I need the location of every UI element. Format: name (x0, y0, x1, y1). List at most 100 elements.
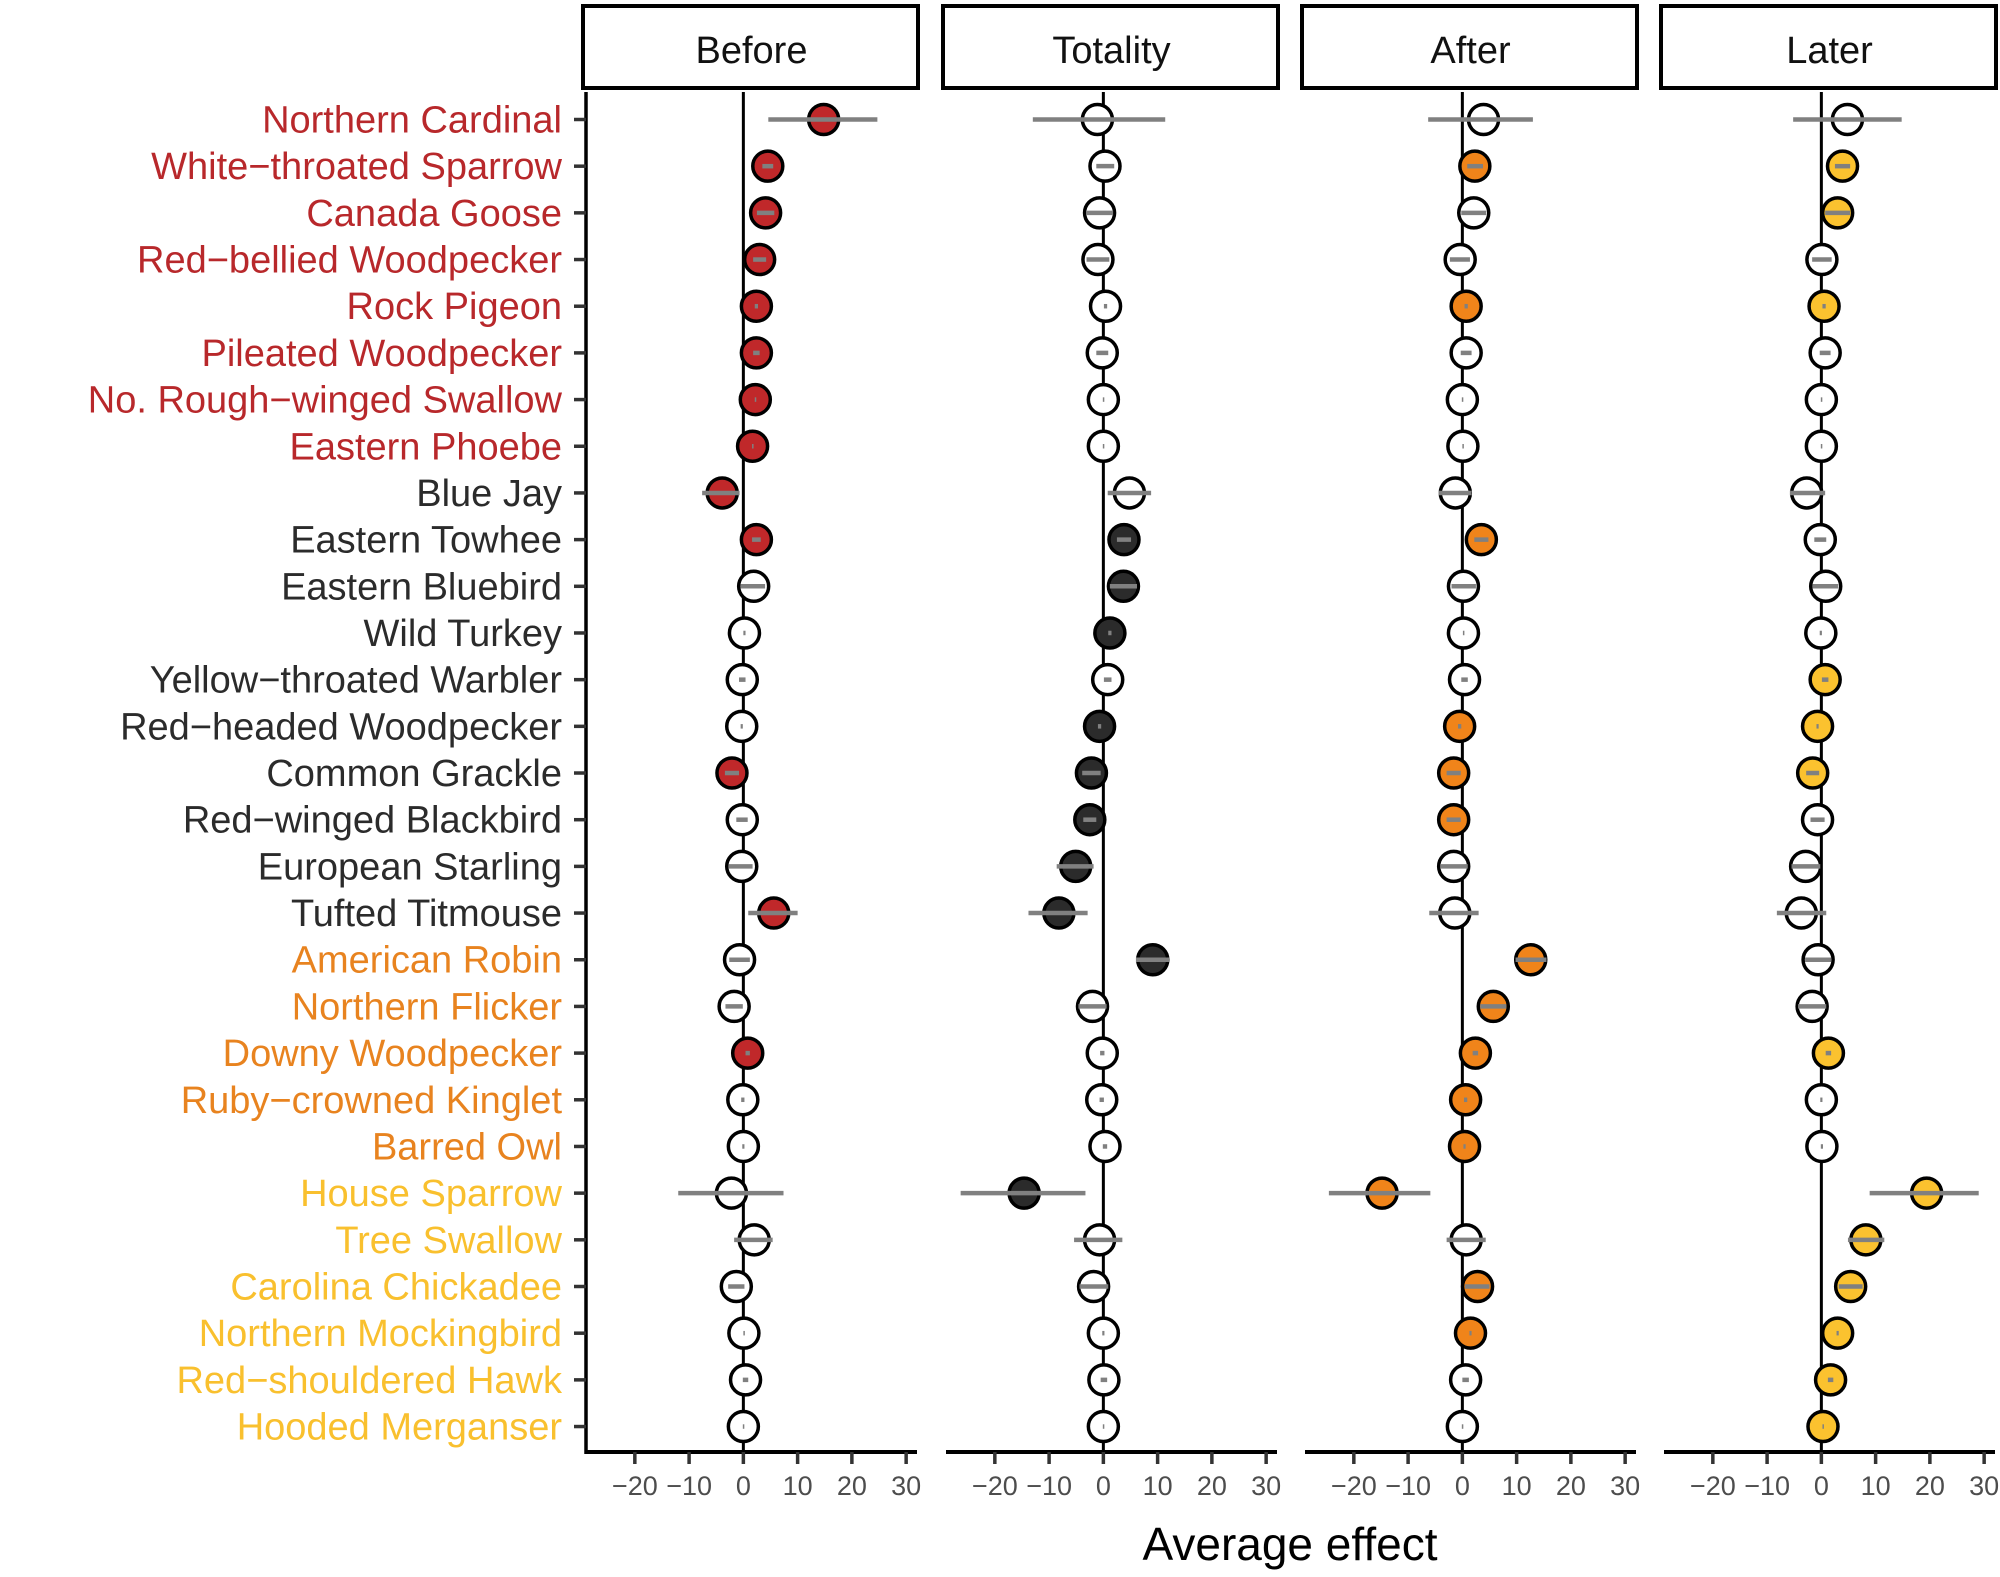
data-point (1075, 989, 1110, 1024)
data-point (1328, 1176, 1431, 1210)
data-point (1135, 942, 1170, 977)
species-label: Canada Goose (306, 193, 562, 235)
data-point (736, 569, 771, 604)
data-point (726, 1409, 761, 1444)
x-tick-label: 10 (1861, 1471, 1891, 1501)
data-point (1808, 662, 1842, 697)
data-point (1820, 196, 1855, 230)
species-label: Hooded Merganser (237, 1407, 563, 1449)
species-label: Downy Woodpecker (223, 1033, 563, 1075)
data-point (1436, 756, 1471, 790)
data-point (1457, 196, 1491, 230)
species-label: Eastern Bluebird (281, 566, 562, 608)
species-label: Common Grackle (266, 753, 562, 795)
data-point (1446, 1223, 1486, 1257)
facet-after: After −20 −10 0 10 20 30 (1300, 4, 1640, 1501)
data-point (1088, 1129, 1122, 1164)
data-point (1446, 616, 1481, 650)
data-point (1789, 476, 1826, 510)
data-point (1820, 1316, 1855, 1350)
species-label: European Starling (258, 846, 562, 888)
facet-strip (1659, 4, 1998, 90)
data-point (1806, 1409, 1840, 1444)
species-label: Red−headed Woodpecker (120, 706, 562, 748)
data-point (1056, 849, 1094, 884)
species-label: White−throated Sparrow (151, 146, 562, 188)
x-tick-label: −20 (1331, 1471, 1377, 1501)
data-point (1804, 429, 1839, 464)
data-point (1476, 989, 1511, 1024)
x-tick-label: −10 (1026, 1471, 1072, 1501)
x-tick-label: 10 (1143, 1471, 1173, 1501)
facet-strip-label: Later (1786, 30, 1873, 72)
data-point (738, 382, 773, 417)
data-point (728, 1363, 763, 1397)
data-point (1436, 802, 1471, 837)
x-tick-label: 0 (1814, 1471, 1829, 1501)
data-point (1801, 942, 1835, 977)
data-point (1436, 849, 1471, 884)
data-point (1081, 242, 1115, 277)
data-point (1088, 149, 1122, 183)
data-point (1086, 429, 1121, 464)
x-tick-label: −10 (666, 1471, 712, 1501)
data-point (1448, 1083, 1483, 1117)
data-point (1428, 102, 1533, 137)
species-label: Tufted Titmouse (291, 893, 562, 935)
x-tick-label: −20 (612, 1471, 658, 1501)
x-tick-label: 20 (1197, 1471, 1227, 1501)
data-point (739, 289, 774, 323)
data-point (1073, 802, 1107, 837)
species-label: Red−shouldered Hawk (176, 1360, 563, 1402)
species-label: Red−bellied Woodpecker (137, 240, 562, 282)
data-point (1082, 709, 1117, 744)
data-point (1084, 1083, 1119, 1117)
facet-strip-label: Before (696, 30, 808, 72)
data-point (1795, 989, 1829, 1024)
data-point (722, 942, 757, 977)
species-label: Rock Pigeon (347, 286, 562, 328)
data-point (1811, 1036, 1846, 1070)
x-tick-label: 30 (1251, 1471, 1281, 1501)
data-point (1803, 522, 1838, 557)
data-point (1847, 1223, 1885, 1257)
x-tick-label: 0 (1455, 1471, 1470, 1501)
data-point (1087, 1363, 1121, 1397)
species-label: Northern Flicker (292, 986, 563, 1028)
data-point (1464, 522, 1499, 557)
x-tick-label: 10 (1502, 1471, 1532, 1501)
x-tick-label: 20 (1556, 1471, 1586, 1501)
data-point (1107, 476, 1152, 510)
data-point (1442, 709, 1477, 744)
facet-strip-label: After (1430, 30, 1511, 72)
data-point (725, 662, 760, 697)
data-point (702, 476, 740, 510)
species-label: Tree Swallow (335, 1220, 562, 1262)
facet-strip (581, 4, 920, 90)
data-point (715, 756, 749, 790)
data-point (734, 1223, 773, 1257)
data-point (1800, 709, 1835, 744)
data-point (735, 429, 770, 464)
data-point (726, 1129, 761, 1164)
species-label: Northern Mockingbird (199, 1313, 562, 1355)
data-point (1804, 616, 1838, 650)
data-point (727, 1316, 761, 1350)
data-point (739, 336, 774, 370)
data-point (1445, 1409, 1480, 1444)
x-axis-title: Average effect (1143, 1518, 1438, 1570)
facet-before: Before −20 −10 0 10 20 30 (581, 4, 921, 1501)
data-point (1805, 242, 1839, 277)
data-point (719, 1269, 754, 1304)
data-point (1074, 1223, 1123, 1257)
data-point (1076, 1269, 1111, 1304)
x-tick-label: −20 (972, 1471, 1018, 1501)
data-point (717, 989, 751, 1024)
data-point (1106, 569, 1141, 604)
data-point (678, 1176, 784, 1210)
species-label: Wild Turkey (364, 613, 562, 655)
data-point (1032, 102, 1166, 137)
facet-totality: Totality −20 −10 0 10 20 30 (941, 4, 1281, 1501)
species-label: Eastern Phoebe (289, 426, 562, 468)
